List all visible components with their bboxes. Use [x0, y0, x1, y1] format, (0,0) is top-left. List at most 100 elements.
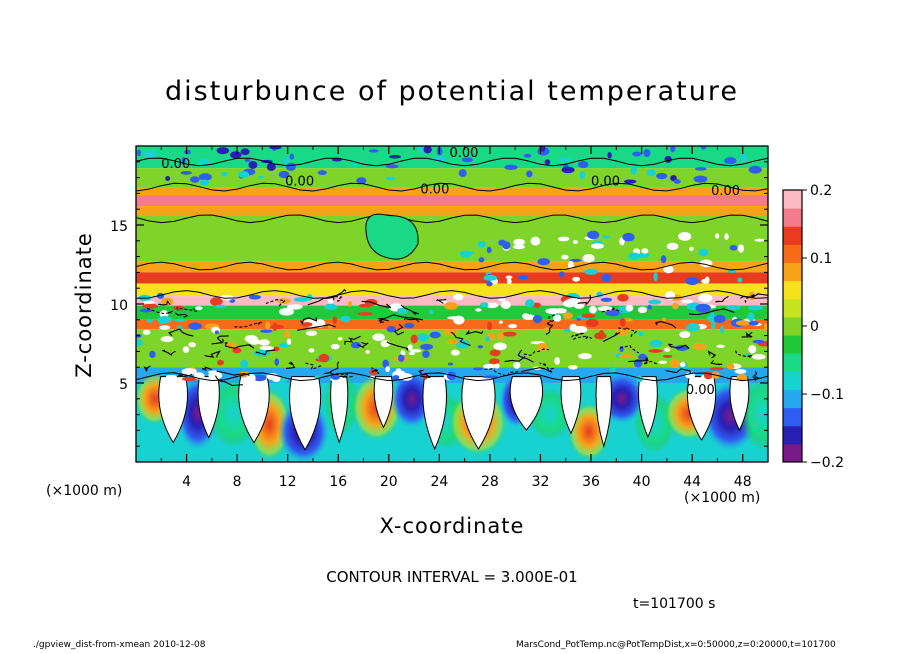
heatmap-cell — [271, 374, 281, 383]
contour-line — [177, 372, 195, 377]
heatmap-cell — [567, 260, 574, 270]
heatmap-cell — [648, 299, 662, 305]
heatmap-cell — [272, 322, 278, 332]
heatmap-cell — [664, 347, 671, 352]
colorbar-swatch — [783, 407, 802, 427]
heatmap-cell — [653, 272, 658, 282]
contour-line — [136, 261, 768, 271]
heatmap-plume — [422, 376, 447, 451]
heatmap-cell — [483, 363, 496, 369]
heatmap-cell — [619, 317, 626, 327]
heatmap-cell — [569, 258, 582, 262]
heatmap-cell — [493, 342, 507, 351]
heatmap-cell — [502, 331, 517, 337]
heatmap-cell — [409, 348, 422, 353]
heatmap-cell — [446, 371, 457, 381]
heatmap-cell — [447, 362, 454, 366]
x-tick-label: 16 — [329, 474, 347, 490]
heatmap-cell — [417, 333, 429, 342]
contour-line — [707, 350, 716, 359]
contour-line — [136, 372, 768, 382]
x-tick-label: 48 — [734, 474, 752, 490]
heatmap-cell — [274, 358, 280, 366]
heatmap-cell — [664, 155, 672, 163]
heatmap-cell — [420, 343, 434, 350]
heatmap-cell — [301, 322, 313, 327]
heatmap-cell — [553, 308, 567, 314]
contour-line — [618, 327, 638, 338]
contour-line — [174, 312, 189, 318]
heatmap-cell — [607, 151, 612, 159]
heatmap-cell — [240, 148, 250, 156]
heatmap-cell — [553, 314, 562, 322]
heatmap-cell — [210, 297, 223, 306]
heatmap-cell — [615, 328, 630, 336]
heatmap-cell — [258, 175, 264, 179]
heatmap-cell — [636, 375, 643, 383]
contour-line — [710, 359, 723, 366]
contour-line — [201, 366, 213, 371]
heatmap-cell — [704, 276, 710, 284]
heatmap-cell — [752, 339, 765, 344]
heatmap-cell — [408, 351, 416, 356]
heatmap-cell — [557, 236, 570, 242]
heatmap-cell — [670, 146, 676, 153]
heatmap-cell — [407, 344, 413, 350]
heatmap-cell — [504, 164, 518, 170]
heatmap-cell — [724, 233, 729, 240]
contour-line — [504, 355, 526, 363]
heatmap-cell — [494, 363, 500, 369]
heatmap-cell — [450, 349, 460, 356]
heatmap-cell — [506, 278, 512, 285]
contour-line — [255, 349, 276, 356]
heatmap-cell — [505, 275, 513, 280]
heatmap-cell — [724, 157, 737, 165]
heatmap-cell — [184, 149, 191, 155]
heatmap-cell — [410, 334, 418, 344]
heatmap-cell — [293, 297, 310, 302]
heatmap-cell — [260, 329, 273, 333]
contour-line — [735, 350, 753, 359]
heatmap-cell — [740, 153, 748, 163]
heatmap-cell — [259, 345, 274, 351]
heatmap-cell — [182, 346, 190, 354]
heatmap-cell — [517, 275, 529, 280]
colorbar-swatch — [783, 443, 802, 463]
heatmap-cell — [380, 339, 391, 348]
contour-label: 0.00 — [591, 175, 620, 190]
heatmap-cell — [500, 300, 511, 309]
heatmap-cell — [392, 375, 400, 380]
colorbar-swatch — [783, 190, 802, 209]
heatmap-cell — [284, 330, 291, 339]
x-tick-label: 32 — [532, 474, 550, 490]
heatmap-cell — [643, 149, 651, 158]
contour-line — [215, 375, 243, 387]
heatmap-cell — [483, 274, 498, 281]
heatmap-cell — [397, 354, 405, 362]
heatmap-cell — [597, 306, 613, 312]
heatmap-cell — [332, 316, 337, 325]
heatmap-cell — [143, 300, 155, 304]
heatmap-cell — [473, 367, 484, 371]
contour-line — [204, 350, 221, 358]
contour-line — [517, 349, 534, 363]
contour-line — [357, 341, 369, 349]
heatmap-cell — [478, 257, 485, 263]
heatmap-cell — [601, 273, 612, 283]
heatmap-cell — [488, 358, 500, 365]
heatmap-cell — [692, 342, 707, 351]
heatmap-cell — [284, 157, 291, 165]
heatmap-cell — [497, 332, 504, 341]
heatmap-plume — [686, 376, 717, 442]
heatmap-cell — [737, 244, 745, 253]
heatmap-cell — [485, 302, 499, 309]
heatmap-cell — [599, 330, 604, 336]
contour-line — [378, 314, 423, 322]
heatmap-cell — [581, 313, 596, 318]
contour-line — [146, 307, 173, 315]
heatmap-cell — [489, 349, 501, 357]
x-tick-label: 12 — [279, 474, 297, 490]
contour-line — [667, 343, 690, 349]
heatmap-cell — [568, 364, 578, 370]
